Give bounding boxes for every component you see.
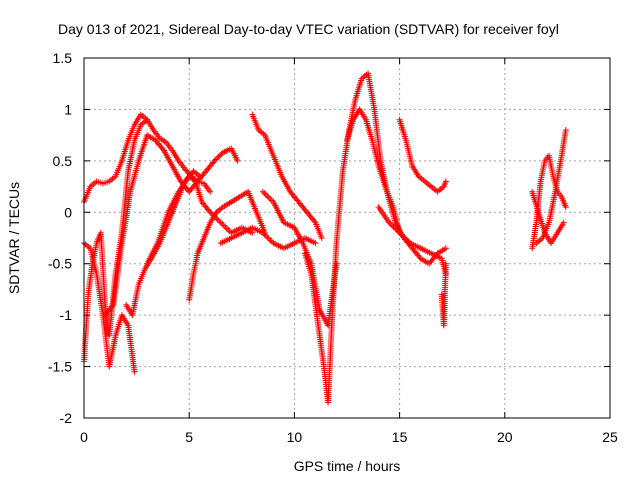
series-s3: [81, 240, 138, 375]
data-point: [261, 190, 268, 197]
data-point: [562, 204, 569, 211]
data-point: [267, 237, 274, 244]
data-point: [214, 155, 221, 162]
data-point: [217, 152, 224, 159]
data-point: [249, 229, 256, 236]
data-point: [109, 303, 116, 310]
data-point: [442, 245, 449, 252]
series-s6: [144, 173, 256, 267]
x-tick-label: 20: [497, 429, 513, 445]
data-point: [218, 151, 225, 157]
series-s9: [249, 111, 325, 241]
data-point: [206, 207, 213, 214]
data-point: [207, 188, 214, 195]
y-tick-label: 1: [64, 101, 72, 117]
data-point: [312, 240, 319, 247]
series-s1: [81, 111, 214, 205]
chart-title: Day 013 of 2021, Sidereal Day-to-day VTE…: [58, 21, 559, 37]
series-s8: [217, 224, 319, 252]
data-point: [196, 173, 203, 180]
data-point: [217, 219, 224, 226]
data-point: [211, 157, 218, 164]
data-point: [264, 193, 271, 200]
data-point: [442, 178, 449, 185]
data-point: [267, 196, 274, 203]
series-s10: [259, 188, 340, 329]
y-tick-label: -1: [60, 307, 73, 323]
series-s14: [375, 204, 449, 277]
y-tick-label: -0.5: [48, 256, 72, 272]
data-point: [562, 127, 569, 133]
y-tick-label: -2: [60, 410, 73, 426]
data-point: [181, 166, 188, 173]
series-s11: [301, 70, 403, 406]
data-point: [210, 159, 217, 166]
data-point: [219, 221, 226, 228]
y-axis: -2 -1.5 -1 -0.5 0 0.5 1 1.5: [48, 50, 610, 426]
x-axis-label: GPS time / hours: [294, 458, 401, 474]
data-point: [144, 116, 151, 123]
series-s2: [81, 116, 151, 365]
data-points: [81, 70, 569, 406]
x-tick-label: 25: [602, 429, 618, 445]
y-tick-label: 1.5: [53, 50, 73, 66]
data-point: [259, 188, 266, 195]
data-point: [183, 167, 190, 174]
x-tick-label: 5: [185, 429, 193, 445]
data-point: [387, 221, 394, 228]
x-tick-label: 15: [392, 429, 408, 445]
x-axis: 0 5 10 15 20 25: [80, 58, 618, 445]
data-point: [265, 194, 272, 201]
series-s15: [438, 260, 449, 329]
data-point: [222, 223, 229, 230]
y-tick-label: 0: [64, 204, 72, 220]
data-point: [131, 368, 138, 375]
data-point: [215, 153, 222, 160]
data-point: [220, 222, 227, 229]
data-point: [311, 218, 318, 225]
x-tick-label: 10: [287, 429, 303, 445]
x-tick-label: 0: [80, 429, 88, 445]
series-s16: [529, 152, 569, 252]
data-point: [159, 146, 166, 153]
data-point: [216, 218, 223, 225]
data-point: [184, 168, 191, 175]
data-point: [212, 156, 219, 163]
data-point: [442, 260, 449, 267]
y-tick-label: 0.5: [53, 153, 73, 169]
data-point: [333, 260, 340, 267]
data-point: [560, 219, 567, 226]
y-tick-label: -1.5: [48, 359, 72, 375]
series-s18: [533, 127, 569, 247]
data-point: [265, 235, 272, 242]
data-point: [262, 191, 269, 198]
plot-frame: [83, 57, 611, 419]
y-axis-label: SDTVAR / TECUs: [6, 182, 22, 294]
series-s7: [186, 188, 268, 303]
data-point: [223, 225, 230, 232]
series-s13: [396, 116, 449, 195]
data-point: [318, 235, 325, 241]
data-point: [234, 157, 241, 164]
